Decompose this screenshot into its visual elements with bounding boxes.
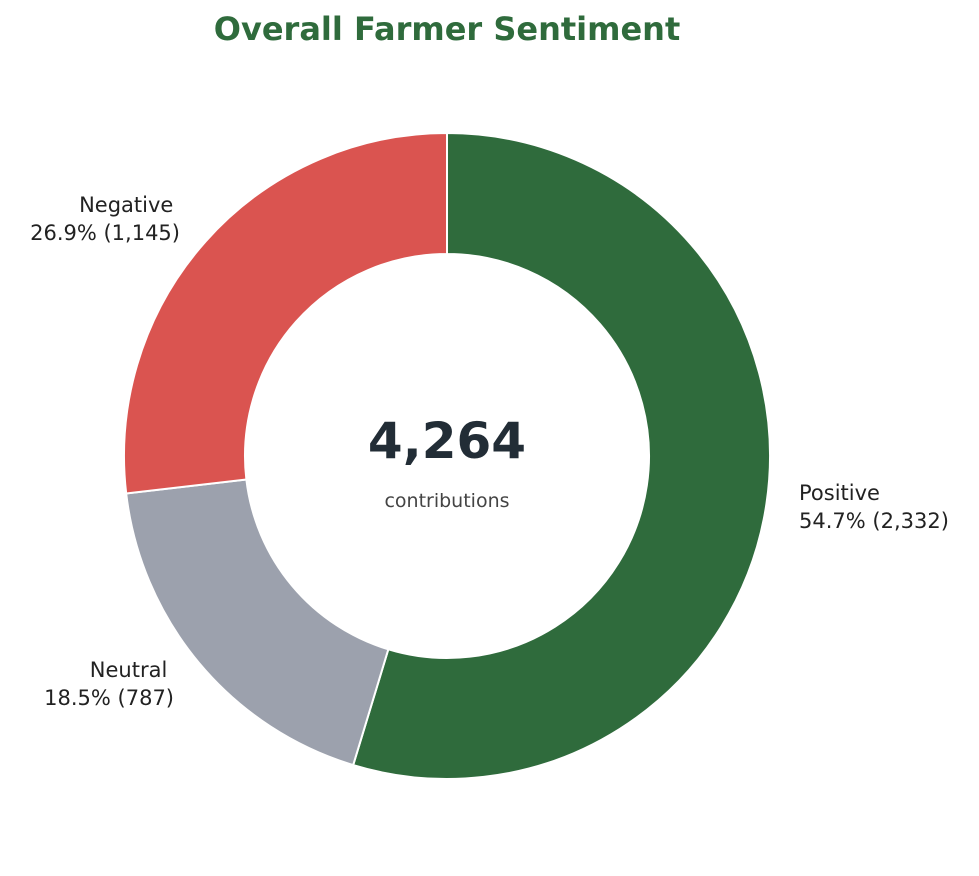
slice-negative (123, 131, 448, 495)
slice-positive (351, 131, 771, 780)
slice-label-neutral: Neutral 18.5% (787) (44, 658, 174, 710)
total-contributions: 4,264 (368, 412, 526, 470)
slice-label-neutral-name: Neutral (90, 658, 168, 682)
slice-label-neutral-detail: 18.5% (787) (44, 686, 174, 710)
slice-label-positive: Positive 54.7% (2,332) (799, 481, 949, 533)
donut-slices (123, 131, 771, 780)
chart-title: Overall Farmer Sentiment (214, 10, 680, 48)
total-caption: contributions (384, 490, 509, 512)
slice-label-negative-name: Negative (79, 193, 173, 217)
slice-labels: Positive 54.7% (2,332) Neutral 18.5% (78… (30, 193, 949, 710)
slice-label-positive-detail: 54.7% (2,332) (799, 509, 949, 533)
slice-label-positive-name: Positive (799, 481, 880, 505)
slice-label-negative: Negative 26.9% (1,145) (30, 193, 180, 245)
slice-label-negative-detail: 26.9% (1,145) (30, 221, 180, 245)
slice-neutral (125, 478, 390, 767)
